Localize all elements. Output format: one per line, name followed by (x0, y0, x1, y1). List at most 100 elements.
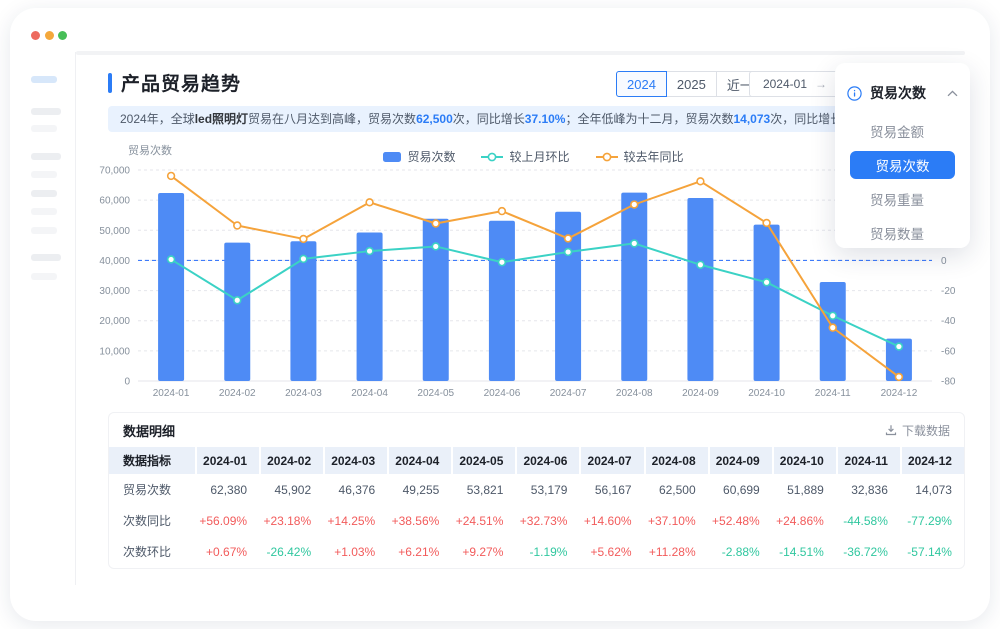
dropdown-option-贸易次数[interactable]: 贸易次数 (850, 151, 955, 179)
y-axis-tick-right: 0 (941, 256, 947, 267)
year-tab-2025[interactable]: 2025 (665, 71, 717, 97)
cell-value: +52.48% (712, 513, 760, 528)
cell-value: 32,836 (851, 482, 888, 497)
table-header-2024-10: 2024-10 (773, 447, 836, 474)
y-axis-title: 贸易次数 (128, 143, 172, 157)
x-axis-tick: 2024-07 (550, 388, 587, 399)
cell-value: 45,902 (274, 482, 312, 497)
data-point (233, 221, 242, 230)
x-axis-tick: 2024-04 (351, 388, 388, 399)
data-point (696, 177, 705, 186)
legend-bar-swatch (383, 151, 402, 162)
sidebar-item-active[interactable] (31, 76, 57, 83)
y-axis-tick-left: 10,000 (99, 346, 130, 357)
data-point (828, 311, 837, 320)
sidebar-item[interactable] (31, 125, 57, 132)
row-label: 贸易次数 (123, 483, 172, 497)
table-header-2024-07: 2024-07 (581, 447, 644, 474)
data-point (696, 260, 705, 269)
legend-item[interactable]: 贸易次数 (383, 148, 455, 165)
dropdown-option-贸易数量[interactable]: 贸易数量 (870, 227, 924, 242)
data-point (431, 242, 440, 251)
data-point (365, 198, 374, 207)
bar-2024-04 (356, 232, 383, 381)
x-axis-tick: 2024-01 (153, 388, 190, 399)
legend-label: 较上月环比 (509, 150, 570, 164)
table-title: 数据明细 (123, 423, 176, 439)
trade-trend-chart: 0 10,000 20,000 30,000 40,000 50,000 60,000 70,… (99, 143, 956, 399)
x-axis-tick: 2024-02 (219, 388, 256, 399)
metric-dropdown-trigger[interactable]: 贸易次数 (847, 83, 958, 103)
sidebar-item[interactable] (31, 190, 57, 197)
cell-value: +5.62% (590, 544, 632, 559)
table-header-2024-05: 2024-05 (453, 447, 516, 474)
cell-value: 53,821 (466, 482, 504, 497)
table-header-2024-06: 2024-06 (517, 447, 580, 474)
summary-highlight-value: 37.10% (524, 112, 566, 126)
summary-text: 次，同比增长 (452, 112, 525, 126)
cell-value: +6.21% (398, 544, 440, 559)
legend-item[interactable]: 较去年同比 (595, 148, 684, 165)
sidebar-item[interactable] (31, 208, 57, 215)
sidebar-item[interactable] (31, 273, 57, 280)
y-axis-tick-left: 30,000 (99, 286, 130, 297)
data-point (563, 247, 573, 257)
table-header-2024-11: 2024-11 (837, 447, 900, 474)
legend-line-swatch (595, 152, 618, 161)
sidebar-item[interactable] (31, 153, 61, 160)
cell-value: 62,500 (658, 482, 696, 497)
cell-value: -14.51% (779, 544, 824, 559)
y-axis-tick-right: -20 (941, 286, 956, 297)
year-tab-2024[interactable]: 2024 (616, 71, 667, 97)
data-point (762, 218, 771, 228)
data-point (233, 296, 242, 305)
y-axis-tick-right: -40 (941, 316, 956, 327)
table-header-2024-09: 2024-09 (709, 447, 772, 474)
legend-item[interactable]: 较上月环比 (481, 148, 570, 165)
x-axis-tick: 2024-05 (417, 388, 454, 399)
cell-value: +11.28% (648, 544, 696, 559)
metric-dropdown-label: 贸易次数 (870, 85, 926, 101)
date-range-start: 2024-01 (762, 77, 807, 91)
summary-highlight-value: 14,073 (733, 112, 771, 126)
cell-value: -1.19% (529, 544, 568, 559)
data-detail-table: 数据明细 下载数据 数据指标 2024-01 2024-02 2024-03 2024-… (108, 412, 965, 569)
download-data-button[interactable]: 下载数据 (885, 422, 950, 439)
data-point (563, 234, 573, 243)
sidebar-item[interactable] (31, 108, 61, 115)
row-label: 次数环比 (123, 545, 172, 559)
dropdown-option-贸易重量[interactable]: 贸易重量 (870, 193, 924, 208)
cell-value: 46,376 (338, 482, 376, 497)
data-point (365, 246, 374, 256)
window-minimize-button[interactable] (45, 31, 54, 40)
chart-legend: 贸易次数 较上月环比 较去年同比 (135, 148, 932, 165)
sidebar-item[interactable] (31, 254, 61, 261)
summary-text: led照明灯 (194, 112, 249, 126)
bar-2024-06 (488, 220, 515, 381)
cell-value: 56,167 (594, 482, 632, 497)
cell-value: -26.42% (266, 544, 312, 559)
dropdown-option-贸易金额[interactable]: 贸易金额 (870, 125, 924, 140)
table-header-row: 数据指标 2024-01 2024-02 2024-03 2024-04 2024-05 2… (109, 447, 964, 474)
cell-value: 14,073 (915, 482, 952, 497)
window-zoom-button[interactable] (58, 31, 67, 40)
table-body: 贸易次数 62,380 45,902 46,376 49,255 53,821 53,179… (109, 474, 964, 567)
content-top-divider (76, 51, 965, 55)
data-point (630, 239, 639, 248)
data-point (762, 278, 771, 287)
x-axis-tick: 2024-12 (881, 388, 918, 399)
sidebar-item[interactable] (31, 171, 57, 178)
data-point (828, 323, 837, 332)
bar-2024-08 (621, 192, 648, 381)
window-close-button[interactable] (31, 31, 40, 40)
x-axis-tick: 2024-06 (484, 388, 521, 399)
data-point (630, 200, 639, 209)
cell-value: -36.72% (843, 544, 888, 559)
metric-dropdown-panel: 贸易次数 贸易金额 贸易次数 贸易重量 贸易数量 (835, 63, 970, 248)
cell-value: +14.60% (583, 513, 632, 528)
data-point (166, 255, 176, 264)
cell-value: 53,179 (530, 482, 568, 497)
sidebar-item[interactable] (31, 227, 57, 234)
sidebar-divider (75, 52, 76, 585)
cell-value: +0.67% (206, 544, 248, 559)
